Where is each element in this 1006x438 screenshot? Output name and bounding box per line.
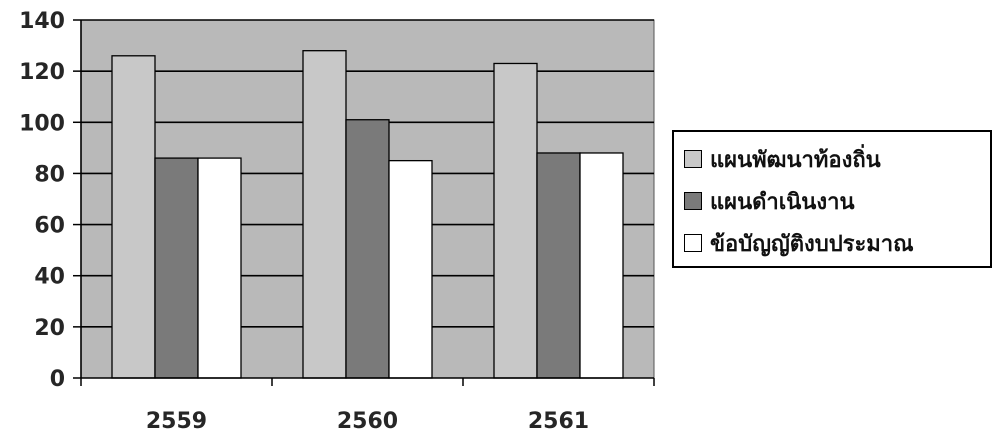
- legend: แผนพัฒนาท้องถิ่น แผนดำเนินงาน ข้อบัญญัติ…: [672, 130, 992, 268]
- legend-swatch-series-1: [684, 150, 702, 168]
- bar-2560-series-3: [388, 159, 433, 379]
- y-tick-label: 40: [34, 265, 65, 290]
- legend-item-series-2: แผนดำเนินงาน: [684, 186, 854, 216]
- bar-2560-series-2: [345, 119, 390, 379]
- y-tick-label: 120: [19, 60, 65, 85]
- legend-swatch-series-2: [684, 192, 702, 210]
- bar-2561-series-2: [536, 152, 581, 379]
- bar-2559-series-2: [154, 157, 199, 379]
- bar-2560-series-1: [302, 50, 347, 379]
- legend-item-series-3: ข้อบัญญัติงบประมาณ: [684, 228, 914, 258]
- y-tick-label: 80: [34, 162, 65, 187]
- x-category-label: 2560: [337, 409, 398, 434]
- x-category-label: 2561: [528, 409, 589, 434]
- x-category-label: 2559: [146, 409, 207, 434]
- y-tick-label: 0: [50, 367, 65, 392]
- y-tick-label: 60: [34, 214, 65, 239]
- bar-2559-series-3: [197, 157, 242, 379]
- y-tick-label: 20: [34, 316, 65, 341]
- legend-label-series-3: ข้อบัญญัติงบประมาณ: [710, 231, 914, 257]
- bar-2559-series-1: [111, 55, 156, 379]
- bar-2561-series-1: [493, 62, 538, 379]
- bar-2561-series-3: [579, 152, 624, 379]
- legend-swatch-series-3: [684, 234, 702, 252]
- y-tick-label: 100: [19, 111, 65, 136]
- y-tick-label: 140: [19, 9, 65, 34]
- legend-label-series-1: แผนพัฒนาท้องถิ่น: [710, 147, 881, 173]
- legend-item-series-1: แผนพัฒนาท้องถิ่น: [684, 144, 881, 174]
- legend-label-series-2: แผนดำเนินงาน: [710, 189, 855, 215]
